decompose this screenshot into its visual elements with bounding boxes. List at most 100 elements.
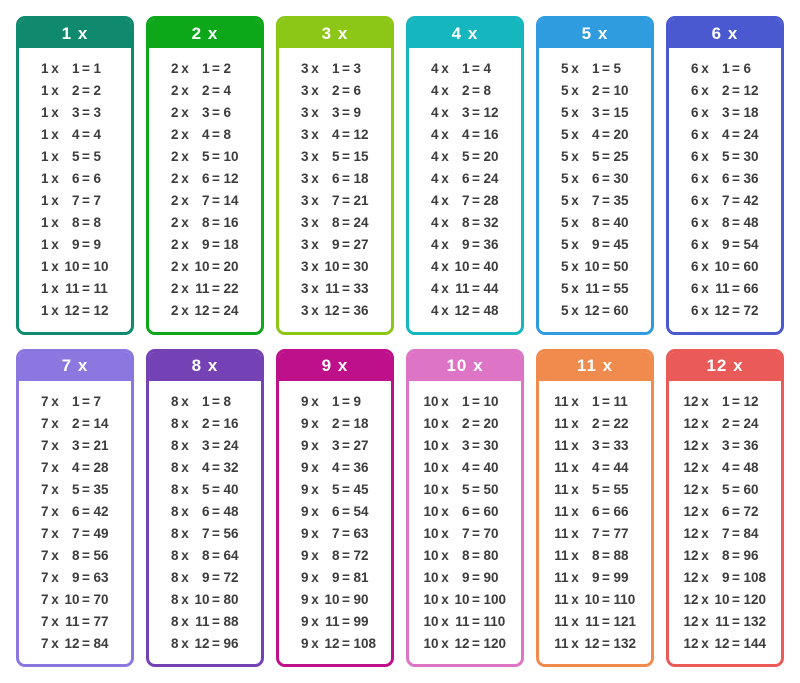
- equation-number: 6: [461, 171, 470, 187]
- equation-number: 3: [300, 193, 309, 209]
- equation-number: 9: [300, 547, 309, 563]
- equation-number: 4: [93, 127, 102, 143]
- operator-symbol: x: [311, 83, 319, 99]
- equation-number: 20: [483, 149, 499, 165]
- equation-number: 11: [455, 281, 470, 297]
- operator-symbol: x: [51, 61, 59, 77]
- equation-number: 12: [714, 303, 730, 319]
- operator-symbol: =: [212, 635, 220, 651]
- equation-row: 7 x 8 = 56: [21, 544, 129, 566]
- equation-number: 35: [93, 481, 109, 497]
- equation-row: 6 x 9 = 54: [671, 234, 779, 256]
- equation-number: 4: [201, 459, 210, 475]
- equation-number: 12: [683, 503, 699, 519]
- operator-symbol: x: [571, 193, 579, 209]
- equation-number: 12: [194, 303, 210, 319]
- operator-symbol: =: [212, 61, 220, 77]
- equation-number: 7: [331, 525, 340, 541]
- equation-number: 81: [353, 569, 369, 585]
- equation-row: 3 x 11 = 33: [281, 278, 389, 300]
- equation-number: 10: [423, 591, 439, 607]
- operator-symbol: x: [311, 61, 319, 77]
- equation-number: 45: [353, 481, 369, 497]
- operator-symbol: =: [212, 171, 220, 187]
- equation-number: 8: [170, 503, 179, 519]
- operator-symbol: =: [212, 215, 220, 231]
- operator-symbol: x: [311, 591, 319, 607]
- equation-number: 9: [300, 591, 309, 607]
- operator-symbol: =: [472, 569, 480, 585]
- equation-row: 5 x 8 = 40: [541, 212, 649, 234]
- operator-symbol: x: [181, 149, 189, 165]
- operator-symbol: x: [701, 171, 709, 187]
- operator-symbol: =: [212, 393, 220, 409]
- equation-number: 5: [71, 481, 80, 497]
- equation-number: 44: [613, 459, 629, 475]
- equation-number: 144: [743, 635, 767, 651]
- operator-symbol: x: [51, 127, 59, 143]
- equation-row: 3 x 8 = 24: [281, 212, 389, 234]
- times-table-card-4: 4 x 4 x 1 = 4 4 x 2 = 8 4 x 3 = 12 4 x 4 = 16 4 x 5 = 20 4 x 6 = 24 4 x…: [406, 16, 524, 335]
- equation-number: 55: [613, 481, 629, 497]
- equation-number: 14: [223, 193, 239, 209]
- equation-number: 40: [613, 215, 629, 231]
- equation-number: 24: [743, 415, 759, 431]
- equation-row: 1 x 3 = 3: [21, 102, 129, 124]
- operator-symbol: x: [311, 215, 319, 231]
- operator-symbol: =: [82, 547, 90, 563]
- equation-number: 2: [170, 237, 179, 253]
- operator-symbol: x: [441, 547, 449, 563]
- operator-symbol: x: [51, 215, 59, 231]
- equation-number: 12: [223, 171, 239, 187]
- equation-number: 2: [71, 83, 80, 99]
- equation-number: 3: [71, 437, 80, 453]
- operator-symbol: x: [441, 61, 449, 77]
- equation-number: 10: [423, 503, 439, 519]
- equation-number: 9: [93, 237, 102, 253]
- operator-symbol: x: [181, 171, 189, 187]
- equation-number: 2: [170, 281, 179, 297]
- equation-row: 10 x 4 = 40: [411, 456, 519, 478]
- operator-symbol: x: [311, 613, 319, 629]
- operator-symbol: =: [732, 149, 740, 165]
- card-body: 10 x 1 = 10 10 x 2 = 20 10 x 3 = 30 10 x 4 = 40 10 x 5 = 50 10 x 6 =…: [409, 381, 521, 665]
- equation-number: 7: [93, 393, 102, 409]
- equation-number: 10: [64, 259, 80, 275]
- operator-symbol: =: [472, 171, 480, 187]
- operator-symbol: x: [311, 171, 319, 187]
- equation-number: 5: [560, 281, 569, 297]
- equation-row: 4 x 8 = 32: [411, 212, 519, 234]
- operator-symbol: =: [212, 591, 220, 607]
- equation-row: 12 x 11 = 132: [671, 610, 779, 632]
- operator-symbol: x: [181, 481, 189, 497]
- equation-number: 4: [461, 459, 470, 475]
- equation-number: 22: [613, 415, 629, 431]
- equation-number: 56: [93, 547, 109, 563]
- operator-symbol: x: [571, 83, 579, 99]
- equation-row: 3 x 7 = 21: [281, 190, 389, 212]
- operator-symbol: =: [82, 83, 90, 99]
- operator-symbol: x: [441, 215, 449, 231]
- equation-row: 11 x 3 = 33: [541, 434, 649, 456]
- equation-number: 10: [423, 635, 439, 651]
- card-body: 9 x 1 = 9 9 x 2 = 18 9 x 3 = 27 9 x 4 = 36 9 x 5 = 45 9 x 6 = 54 9 x 7 = 6…: [279, 381, 391, 665]
- equation-number: 18: [743, 105, 759, 121]
- times-table-card-11: 11 x 11 x 1 = 11 11 x 2 = 22 11 x 3 = 33 11 x 4 = 44 11 x 5 = 55…: [536, 348, 654, 667]
- equation-number: 12: [743, 393, 759, 409]
- operator-symbol: =: [472, 481, 480, 497]
- equation-number: 108: [743, 569, 767, 585]
- equation-number: 11: [554, 591, 569, 607]
- equation-number: 2: [331, 415, 340, 431]
- equation-number: 72: [743, 303, 759, 319]
- equation-number: 4: [483, 61, 492, 77]
- equation-number: 64: [223, 547, 239, 563]
- equation-number: 3: [591, 437, 600, 453]
- equation-number: 9: [201, 237, 210, 253]
- operator-symbol: =: [602, 193, 610, 209]
- operator-symbol: =: [342, 303, 350, 319]
- equation-row: 11 x 5 = 55: [541, 478, 649, 500]
- equation-number: 1: [71, 393, 80, 409]
- operator-symbol: =: [732, 83, 740, 99]
- equation-number: 12: [683, 393, 699, 409]
- equation-number: 11: [554, 393, 569, 409]
